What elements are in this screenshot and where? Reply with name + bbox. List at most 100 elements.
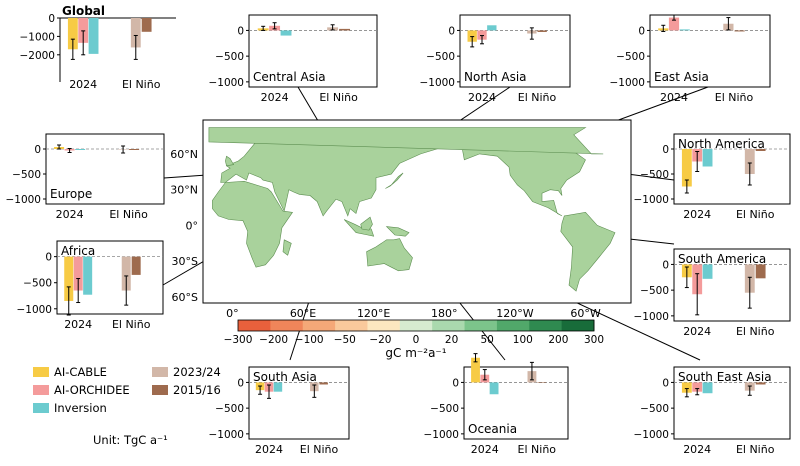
y-tick-label: −2000 xyxy=(19,50,55,62)
x-tick-label: 2024 xyxy=(69,78,97,91)
lon-tick-label: 60°W xyxy=(570,307,600,320)
continent-shape xyxy=(225,155,235,167)
y-tick-label: −500 xyxy=(616,51,645,63)
y-tick-label: −1000 xyxy=(609,77,645,89)
x-tick-label: El Niño xyxy=(109,208,148,221)
bar xyxy=(121,256,131,291)
lat-tick-label: 30°N xyxy=(170,184,198,197)
bar xyxy=(702,382,713,394)
x-tick-label: El Niño xyxy=(112,318,151,331)
continent-shape xyxy=(385,226,410,237)
panel-title: Global xyxy=(62,4,105,18)
y-tick-label: 0 xyxy=(452,377,459,389)
y-tick-label: −1000 xyxy=(419,77,455,89)
panel-frame xyxy=(649,14,771,88)
x-tick-label: 2024 xyxy=(56,208,84,221)
panel-south-asia: 0 −500 −1000 2024 El Niño South Asia xyxy=(208,366,350,456)
bar xyxy=(679,29,690,31)
x-tick-label: El Niño xyxy=(319,91,358,104)
colorbar-swatch xyxy=(496,320,530,331)
y-tick-label: −500 xyxy=(12,169,41,181)
x-tick-label: El Niño xyxy=(736,443,775,456)
colorbar-tick-label: −50 xyxy=(334,334,356,346)
bar xyxy=(681,382,692,393)
colorbar-tick-label: 0 xyxy=(413,334,420,346)
y-tick-label: −1000 xyxy=(633,311,669,323)
x-tick-label: El Niño xyxy=(736,208,775,221)
bar xyxy=(64,256,74,301)
panel-frame xyxy=(45,133,165,205)
lon-tick-label: 120°W xyxy=(496,307,533,320)
continents xyxy=(208,127,616,292)
y-tick-label: 0 xyxy=(237,25,244,37)
y-tick-label: −1000 xyxy=(16,304,52,316)
lat-tick-label: 60°S xyxy=(172,291,198,304)
bar xyxy=(130,18,141,48)
panel-east-asia: 0 −500 −1000 2024 El Niño East Asia xyxy=(609,14,771,104)
legend-swatch xyxy=(33,403,49,413)
colorbar-tick-label: 20 xyxy=(445,334,458,346)
legend-label: 2023/24 xyxy=(173,365,221,379)
panel-title: South America xyxy=(678,252,766,266)
y-tick-label: 0 xyxy=(34,144,41,156)
panel-title: North America xyxy=(678,137,765,151)
y-tick-label: −1000 xyxy=(633,429,669,441)
continent-shape xyxy=(212,180,294,268)
x-tick-label: 2024 xyxy=(683,208,711,221)
panel-title: Africa xyxy=(61,244,95,258)
panel-global: 0 −1000 −2000 2024 El Niño Global xyxy=(19,4,176,91)
bar xyxy=(471,357,480,383)
panel-title: East Asia xyxy=(654,70,709,84)
x-tick-label: El Niño xyxy=(518,443,557,456)
panel-title: Central Asia xyxy=(253,70,326,84)
legend-swatch xyxy=(33,385,49,395)
panel-north-asia: 0 −500 −1000 2024 El Niño North Asia xyxy=(419,14,571,104)
y-tick-label: −500 xyxy=(215,403,244,415)
colorbar-swatch xyxy=(399,320,433,331)
y-tick-label: −500 xyxy=(640,285,669,297)
y-tick-label: 0 xyxy=(638,25,645,37)
y-tick-label: 0 xyxy=(45,252,52,264)
x-tick-label: 2024 xyxy=(64,318,92,331)
bar xyxy=(129,149,140,150)
x-tick-label: 2024 xyxy=(255,443,283,456)
colorbar-tick-label: −100 xyxy=(295,334,324,346)
x-tick-label: 2024 xyxy=(261,91,289,104)
colorbar-tick-label: −200 xyxy=(259,334,288,346)
y-tick-label: 0 xyxy=(662,259,669,271)
y-tick-label: −500 xyxy=(640,169,669,181)
x-tick-label: 2024 xyxy=(660,91,688,104)
colorbar-swatch xyxy=(432,320,466,331)
lon-tick-label: 0° xyxy=(226,307,239,320)
y-tick-label: −1000 xyxy=(5,194,41,206)
x-tick-label: El Niño xyxy=(736,325,775,338)
x-tick-label: 2024 xyxy=(468,91,496,104)
bar xyxy=(537,382,547,383)
bar xyxy=(489,382,499,395)
bar xyxy=(755,382,766,385)
colorbar-tick-label: 300 xyxy=(584,334,604,346)
colorbar-frame xyxy=(237,319,595,332)
colorbar-swatch xyxy=(367,320,401,331)
panel-title: North Asia xyxy=(464,70,527,84)
panel-frame xyxy=(673,248,791,322)
lon-tick-label: 120°E xyxy=(357,307,390,320)
panel-frame xyxy=(248,366,350,440)
colorbar-swatch xyxy=(335,320,368,331)
bar xyxy=(67,18,78,50)
bar xyxy=(755,264,766,279)
bar xyxy=(75,149,86,150)
panel-frame xyxy=(673,133,791,205)
panel-frame xyxy=(463,366,569,440)
lon-tick-label: 60°E xyxy=(290,307,316,320)
bar xyxy=(83,256,93,295)
bar xyxy=(273,382,283,392)
bar xyxy=(668,17,680,31)
panel-title: Oceania xyxy=(468,422,517,436)
y-tick-label: −1000 xyxy=(19,31,55,43)
colorbar-swatch xyxy=(270,320,304,331)
lat-tick-label: 0° xyxy=(186,219,199,232)
x-tick-label: El Niño xyxy=(122,78,161,91)
lat-tick-label: 60°N xyxy=(170,148,198,161)
